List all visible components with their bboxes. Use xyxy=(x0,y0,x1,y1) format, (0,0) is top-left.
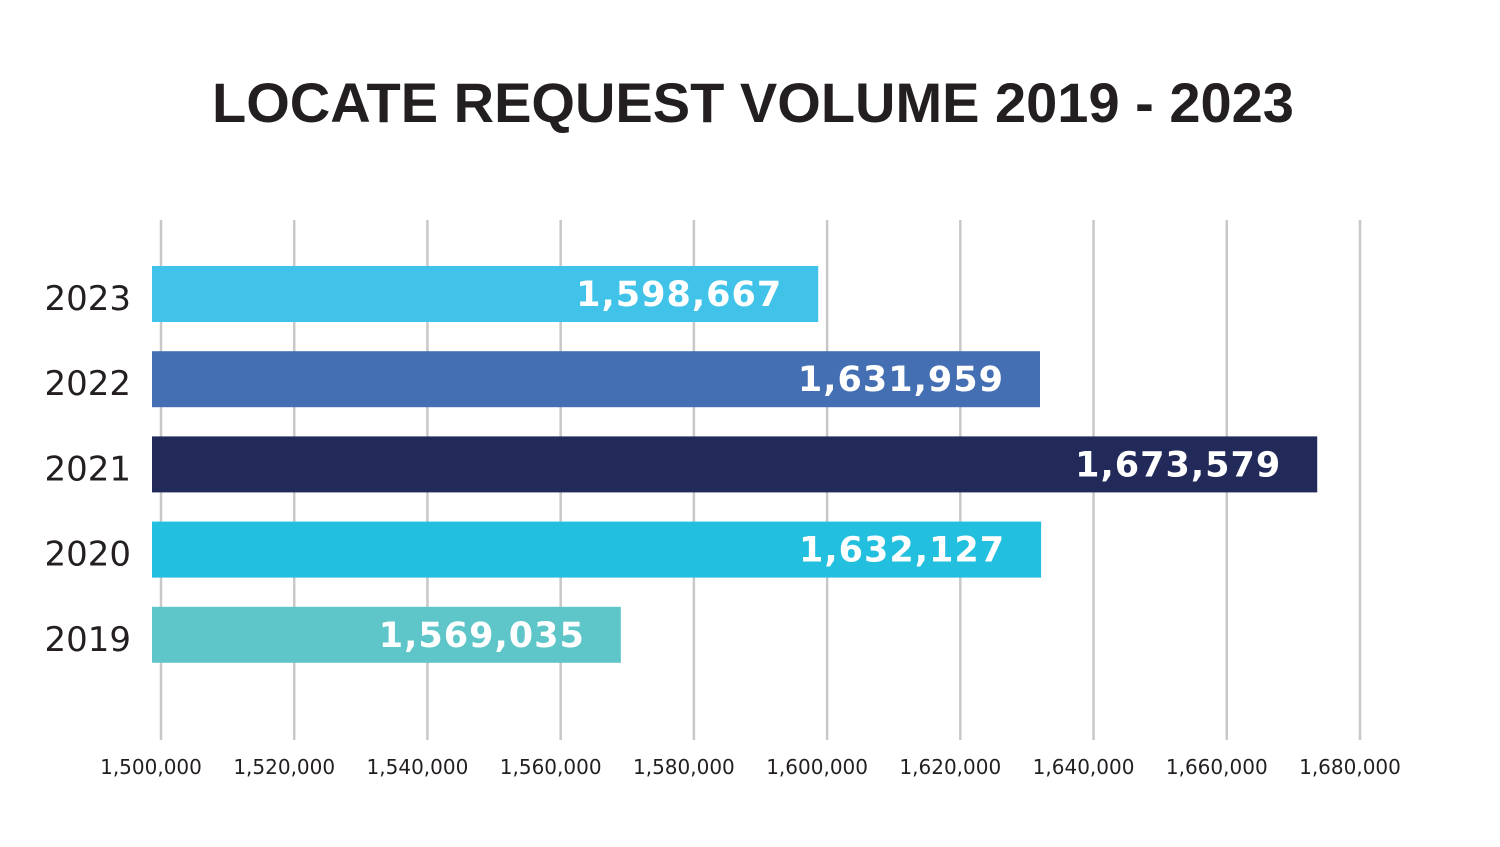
x-tick-label: 1,560,000 xyxy=(500,755,602,779)
bars: 1,598,667 1,631,959 1,673,579 1,632,127 1,56… xyxy=(152,266,1318,663)
chart-title: LOCATE REQUEST VOLUME 2019 - 2023 xyxy=(212,71,1294,134)
x-tick-label: 1,620,000 xyxy=(899,755,1001,779)
x-tick-label: 1,640,000 xyxy=(1033,755,1135,779)
category-label-2019: 2019 xyxy=(44,620,131,660)
bar-2021 xyxy=(152,436,1318,493)
bar-2023 xyxy=(152,266,819,322)
data-label-2021: 1,673,579 xyxy=(1075,445,1281,485)
x-tick-label: 1,580,000 xyxy=(633,755,735,779)
x-tick-label: 1,600,000 xyxy=(766,755,868,779)
x-tick-label: 1,520,000 xyxy=(233,755,335,779)
bar-2020 xyxy=(152,521,1042,578)
data-label-2019: 1,569,035 xyxy=(379,616,585,656)
category-label-2020: 2020 xyxy=(44,535,131,575)
bar-2022 xyxy=(152,351,1040,408)
x-tick-label: 1,680,000 xyxy=(1299,755,1401,779)
bar-2019 xyxy=(152,606,621,663)
category-labels: 2023 2022 2021 2020 2019 xyxy=(44,279,131,660)
data-label-2022: 1,631,959 xyxy=(798,360,1004,400)
x-axis-tick-labels: 1,500,000 1,520,000 1,540,000 1,560,000 1,58… xyxy=(100,755,1401,779)
category-label-2021: 2021 xyxy=(44,449,131,489)
data-label-2023: 1,598,667 xyxy=(576,275,782,315)
x-tick-label: 1,500,000 xyxy=(100,755,202,779)
x-tick-label: 1,660,000 xyxy=(1166,755,1268,779)
data-label-2020: 1,632,127 xyxy=(799,531,1005,571)
category-label-2023: 2023 xyxy=(44,279,131,319)
category-label-2022: 2022 xyxy=(44,364,131,404)
x-tick-label: 1,540,000 xyxy=(367,755,469,779)
